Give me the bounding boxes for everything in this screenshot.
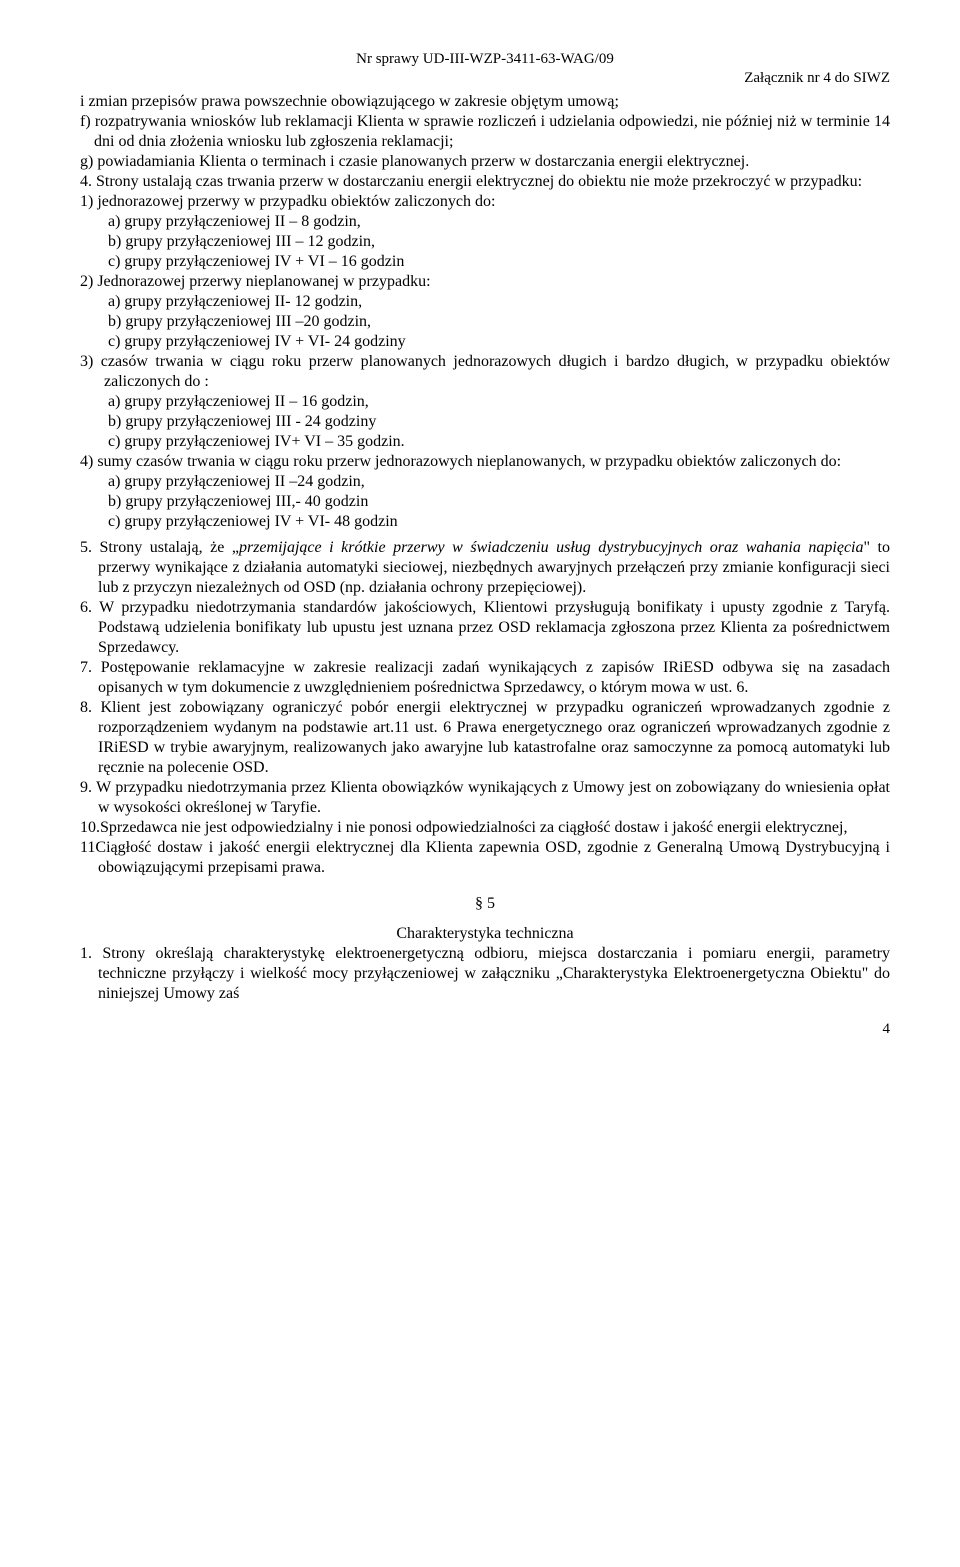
intro-line-1: i zmian przepisów prawa powszechnie obow… xyxy=(80,92,890,112)
point-9: 9. W przypadku niedotrzymania przez Klie… xyxy=(80,778,890,818)
section-5-number: § 5 xyxy=(80,894,890,914)
point-4-1c: c) grupy przyłączeniowej IV + VI – 16 go… xyxy=(80,252,890,272)
point-8: 8. Klient jest zobowiązany ograniczyć po… xyxy=(80,698,890,778)
point-7: 7. Postępowanie reklamacyjne w zakresie … xyxy=(80,658,890,698)
point-4-2: 2) Jednorazowej przerwy nieplanowanej w … xyxy=(80,272,890,292)
point-4-2c: c) grupy przyłączeniowej IV + VI- 24 god… xyxy=(80,332,890,352)
intro-line-g: g) powiadamiania Klienta o terminach i c… xyxy=(80,152,890,172)
header-case-number: Nr sprawy UD-III-WZP-3411-63-WAG/09 xyxy=(80,50,890,69)
point-4-2b: b) grupy przyłączeniowej III –20 godzin, xyxy=(80,312,890,332)
point-11: 11Ciągłość dostaw i jakość energii elekt… xyxy=(80,838,890,878)
point-4-4b: b) grupy przyłączeniowej III,- 40 godzin xyxy=(80,492,890,512)
point-4-2a: a) grupy przyłączeniowej II- 12 godzin, xyxy=(80,292,890,312)
point-4-3a: a) grupy przyłączeniowej II – 16 godzin, xyxy=(80,392,890,412)
page-number: 4 xyxy=(80,1020,890,1039)
point-5-pre: 5. Strony ustalają, że „ xyxy=(80,539,239,556)
point-4-1b: b) grupy przyłączeniowej III – 12 godzin… xyxy=(80,232,890,252)
point-6: 6. W przypadku niedotrzymania standardów… xyxy=(80,598,890,658)
point-5: 5. Strony ustalają, że „przemijające i k… xyxy=(80,538,890,598)
section-5-point-1: 1. Strony określają charakterystykę elek… xyxy=(80,944,890,1004)
intro-line-f: f) rozpatrywania wniosków lub reklamacji… xyxy=(80,112,890,152)
point-4-intro: 4. Strony ustalają czas trwania przerw w… xyxy=(80,172,890,192)
point-5-italic: przemijające i krótkie przerwy w świadcz… xyxy=(239,539,864,556)
section-5-title: Charakterystyka techniczna xyxy=(80,924,890,944)
point-4-1a: a) grupy przyłączeniowej II – 8 godzin, xyxy=(80,212,890,232)
point-4-3c: c) grupy przyłączeniowej IV+ VI – 35 god… xyxy=(80,432,890,452)
point-4-4c: c) grupy przyłączeniowej IV + VI- 48 god… xyxy=(80,512,890,532)
point-10: 10.Sprzedawca nie jest odpowiedzialny i … xyxy=(80,818,890,838)
point-4-4: 4) sumy czasów trwania w ciągu roku prze… xyxy=(80,452,890,472)
point-4-3b: b) grupy przyłączeniowej III - 24 godzin… xyxy=(80,412,890,432)
point-4-1: 1) jednorazowej przerwy w przypadku obie… xyxy=(80,192,890,212)
point-4-3: 3) czasów trwania w ciągu roku przerw pl… xyxy=(80,352,890,392)
point-4-4a: a) grupy przyłączeniowej II –24 godzin, xyxy=(80,472,890,492)
header-attachment: Załącznik nr 4 do SIWZ xyxy=(80,69,890,88)
